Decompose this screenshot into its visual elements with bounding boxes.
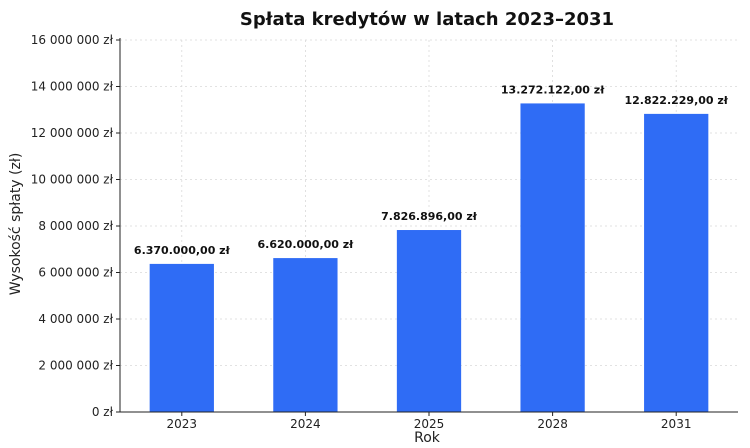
bar-2028	[520, 103, 585, 413]
x-tick-label-2025: 2025	[414, 417, 445, 431]
y-tick-label: 12 000 000 zł	[31, 126, 114, 140]
y-axis-label: Wysokość spłaty (zł)	[8, 153, 24, 296]
y-tick-label: 6 000 000 zł	[38, 266, 113, 280]
x-tick-label-2031: 2031	[661, 417, 692, 431]
x-tick-label-2028: 2028	[537, 417, 568, 431]
chart-title: Spłata kredytów w latach 2023–2031	[240, 9, 614, 30]
bar-2031	[644, 113, 709, 412]
bar-2025	[396, 230, 462, 412]
bar-2023	[149, 263, 214, 412]
bar-2024	[273, 258, 338, 412]
y-tick-label: 2 000 000 zł	[38, 359, 113, 373]
bars-layer	[149, 103, 709, 413]
y-tick-label: 14 000 000 zł	[31, 80, 114, 94]
y-tick-label: 16 000 000 zł	[31, 33, 114, 47]
x-axis-label: Rok	[414, 430, 441, 446]
data-label-2024: 6.620.000,00 zł	[258, 238, 355, 251]
y-tick-label: 8 000 000 zł	[38, 219, 113, 233]
y-tick-label: 10 000 000 zł	[31, 173, 114, 187]
labels-layer: 0 zł 2 000 000 zł 4 000 000 zł 6 000 000 zł…	[31, 33, 729, 431]
data-label-2023: 6.370.000,00 zł	[134, 244, 231, 257]
y-tick-label: 0 zł	[92, 405, 114, 419]
data-label-2025: 7.826.896,00 zł	[381, 210, 478, 223]
grid-layer	[120, 39, 738, 413]
data-label-2028: 13.272.122,00 zł	[501, 83, 605, 96]
axes-layer	[116, 38, 738, 416]
x-tick-label-2023: 2023	[167, 417, 198, 431]
y-tick-label: 4 000 000 zł	[38, 312, 113, 326]
x-tick-label-2024: 2024	[290, 417, 321, 431]
data-label-2031: 12.822.229,00 zł	[625, 94, 729, 107]
